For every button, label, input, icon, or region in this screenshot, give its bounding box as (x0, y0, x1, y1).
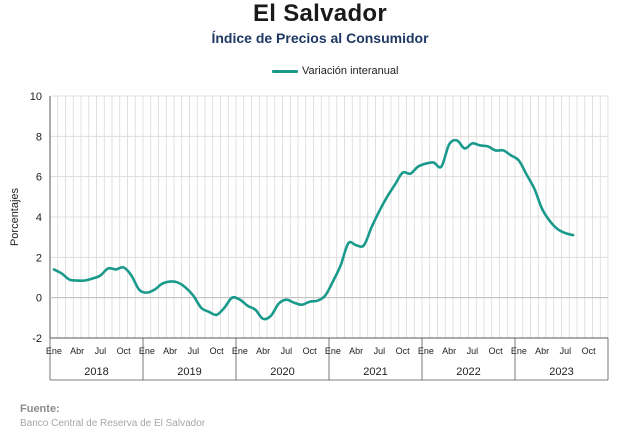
y-tick-label: 0 (36, 293, 42, 305)
x-month-label: Oct (582, 346, 597, 356)
x-month-label: Abr (349, 346, 363, 356)
x-month-label: Jul (560, 346, 572, 356)
series-line-variacion-interanual (52, 138, 575, 321)
y-tick-label: -2 (32, 333, 42, 345)
x-month-label: Oct (210, 346, 225, 356)
y-tick-label: 4 (36, 212, 42, 224)
chart-axes (49, 96, 609, 381)
x-year-label: 2022 (456, 366, 480, 378)
y-tick-label: 10 (30, 91, 42, 103)
x-month-label: Abr (442, 346, 456, 356)
x-month-label: Jul (467, 346, 479, 356)
x-year-label: 2023 (549, 366, 573, 378)
x-month-label: Ene (139, 346, 155, 356)
x-month-label: Ene (511, 346, 527, 356)
x-year-label: 2020 (270, 366, 294, 378)
x-month-label: Oct (396, 346, 411, 356)
x-month-label: Abr (163, 346, 177, 356)
y-tick-label: 8 (36, 131, 42, 143)
x-month-label: Ene (325, 346, 341, 356)
x-year-label: 2018 (84, 366, 108, 378)
x-month-label: Jul (374, 346, 386, 356)
chart-labels: -2 0 2 4 6 8 10 Porcentajes Ene Abr Jul Oct 2018 Ene A… (9, 91, 596, 378)
legend-label: Variación interanual (302, 65, 399, 77)
x-month-label: Abr (256, 346, 270, 356)
source-label: Fuente: (20, 403, 60, 415)
x-month-label: Jul (281, 346, 293, 356)
x-month-label: Oct (117, 346, 132, 356)
x-year-label: 2021 (363, 366, 387, 378)
page-title: El Salvador (252, 0, 388, 27)
y-tick-label: 6 (36, 172, 42, 184)
x-month-label: Ene (232, 346, 248, 356)
x-month-label: Jul (188, 346, 200, 356)
chart-legend: Variación interanual (272, 64, 398, 78)
chart-series (52, 138, 575, 321)
chart-grid (49, 95, 609, 339)
y-tick-label: 2 (36, 252, 42, 264)
legend-line-icon (272, 69, 298, 73)
x-month-label: Oct (303, 346, 318, 356)
x-month-label: Ene (46, 346, 62, 356)
x-month-label: Jul (95, 346, 107, 356)
page-subtitle: Índice de Precios al Consumidor (211, 30, 429, 46)
line-chart: -2 0 2 4 6 8 10 Porcentajes Ene Abr Jul Oct 2018 Ene A… (9, 91, 609, 381)
y-axis-label: Porcentajes (9, 187, 21, 246)
x-month-label: Ene (418, 346, 434, 356)
x-month-label: Abr (535, 346, 549, 356)
x-month-label: Oct (489, 346, 504, 356)
x-year-label: 2019 (177, 366, 201, 378)
x-month-label: Abr (70, 346, 84, 356)
